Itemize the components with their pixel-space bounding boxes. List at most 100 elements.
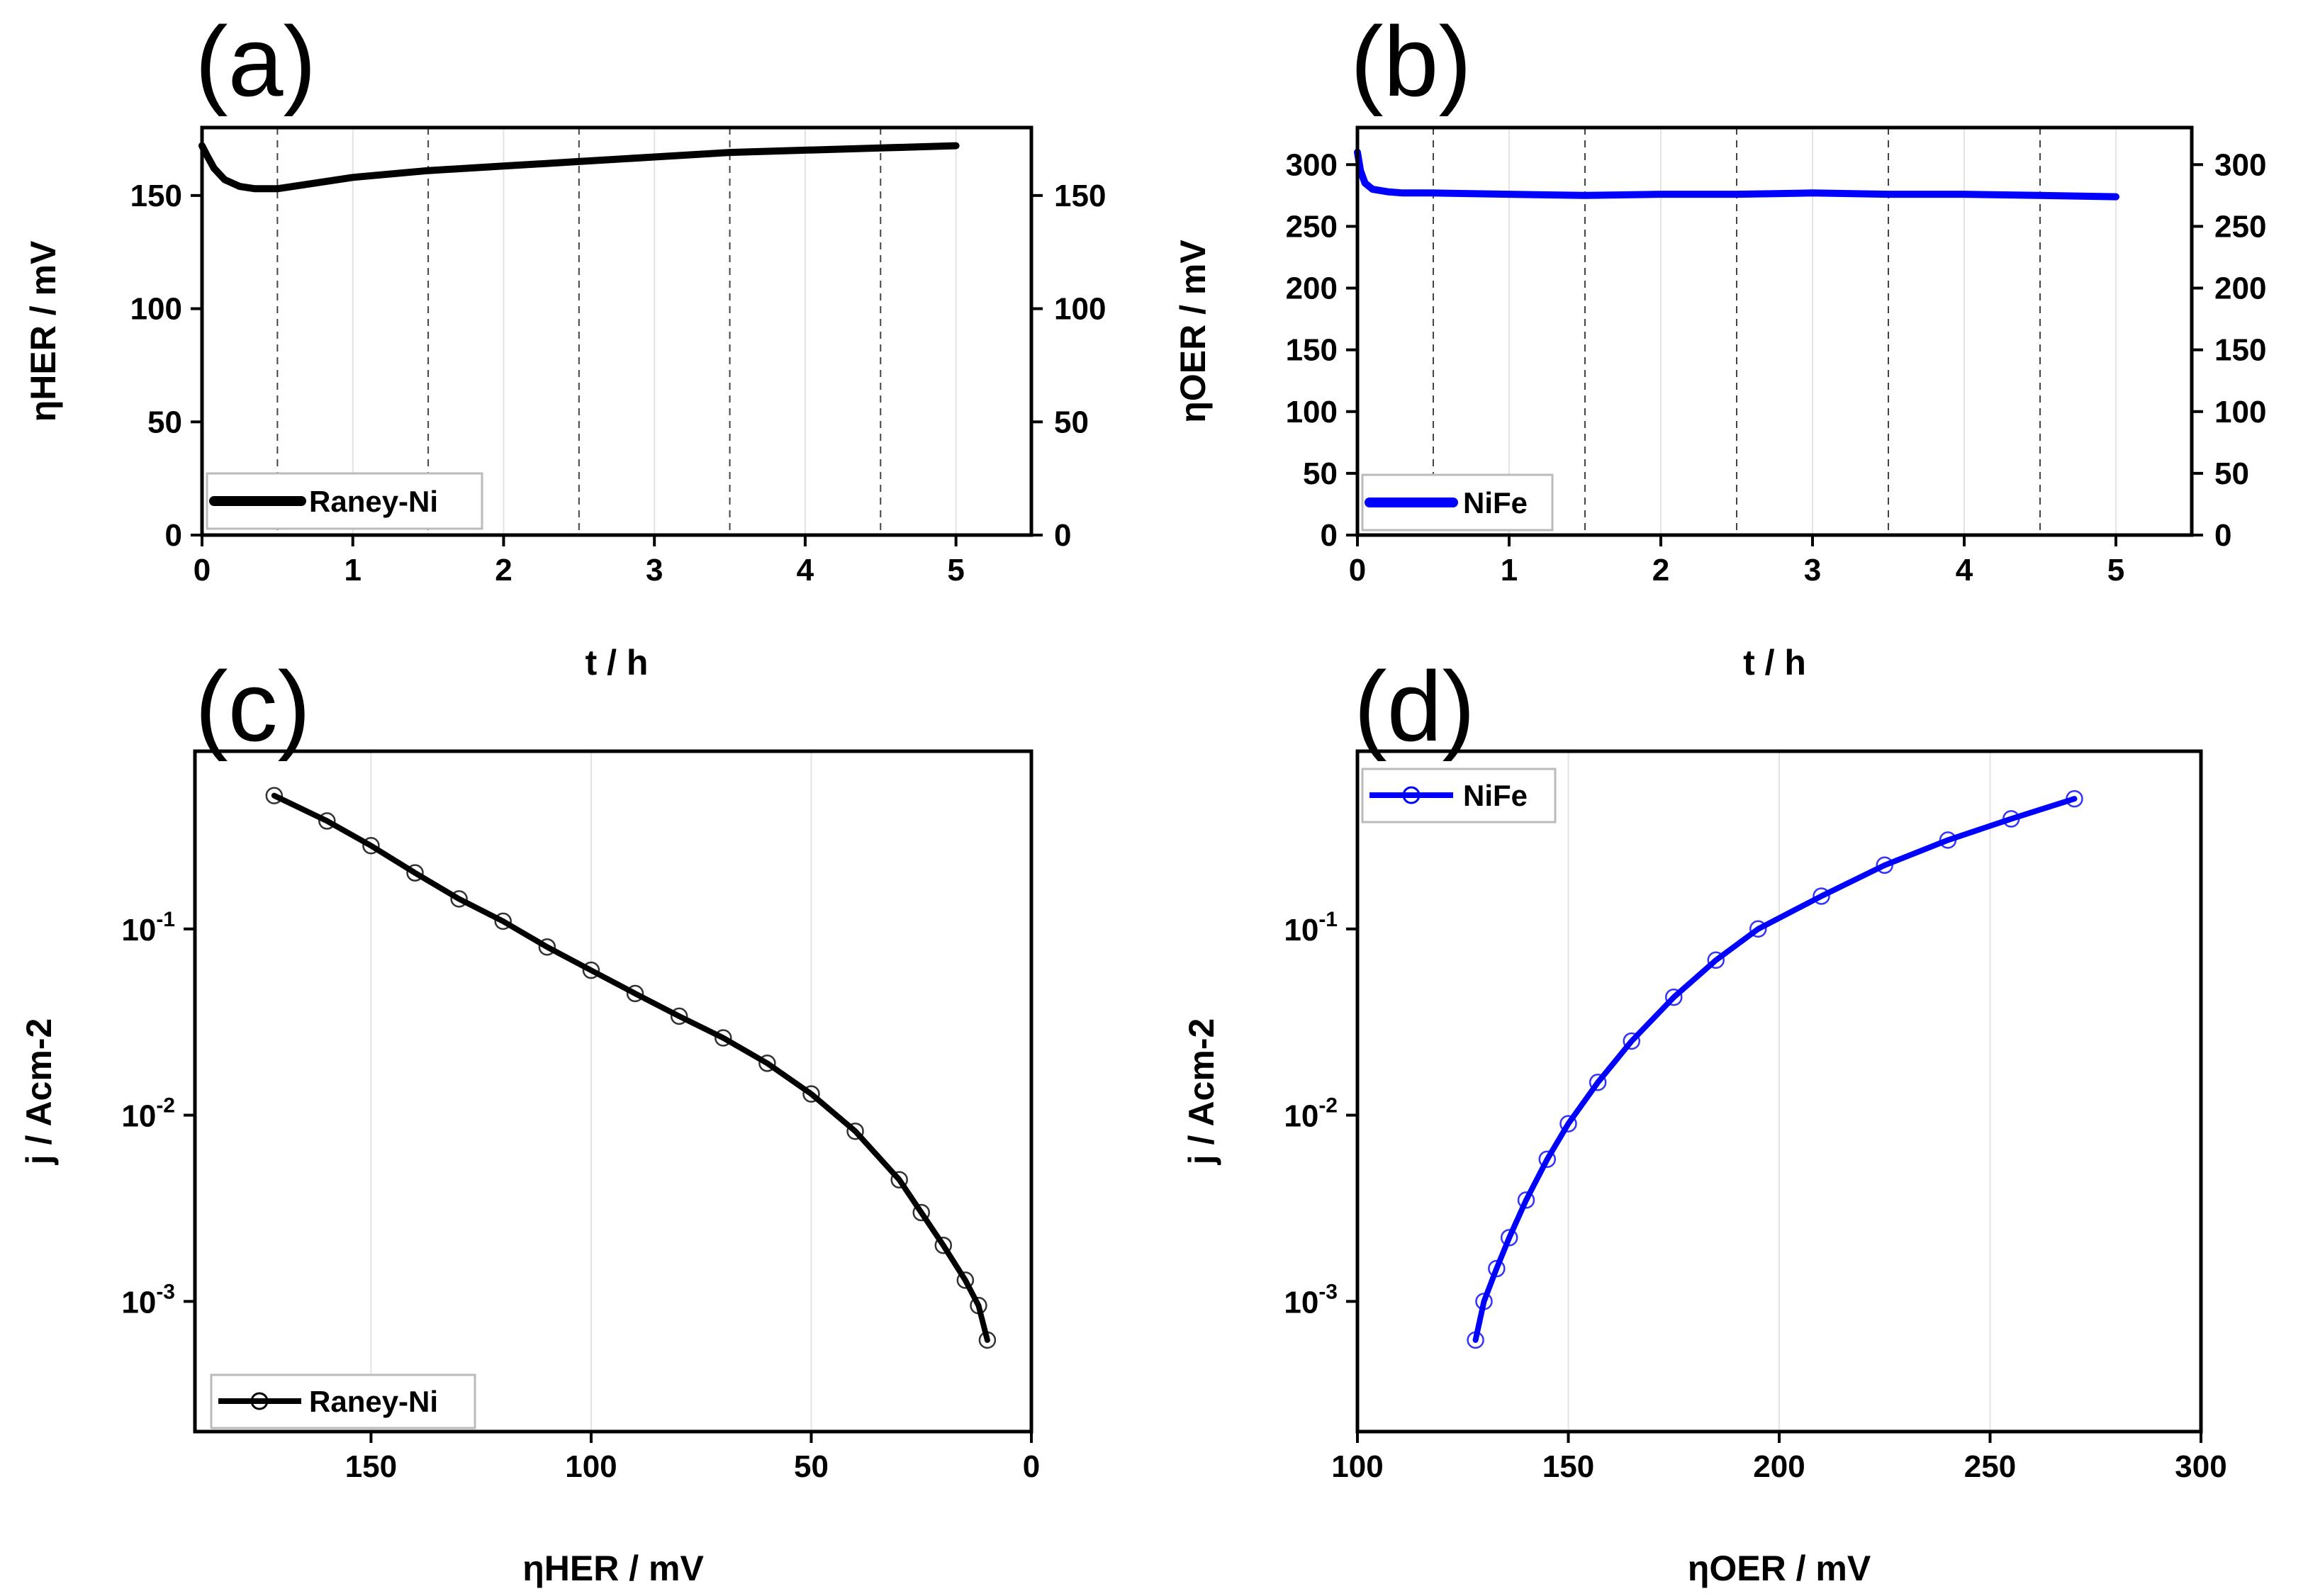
data-point — [318, 812, 336, 830]
data-point — [1589, 1074, 1607, 1091]
data-point — [670, 1007, 688, 1025]
y-tick-label-right: 200 — [2214, 271, 2266, 306]
y-tick-label: 10-3 — [1284, 1280, 1338, 1320]
x-tick-label: 0 — [194, 553, 211, 588]
data-point — [626, 984, 644, 1003]
x-tick-label: 5 — [2107, 553, 2124, 588]
x-tick-label: 100 — [1331, 1449, 1383, 1484]
y-tick-label-right: 150 — [2214, 333, 2266, 368]
data-point — [1475, 1293, 1493, 1310]
data-point — [956, 1271, 975, 1289]
x-axis-title: t / h — [1743, 643, 1806, 682]
data-point — [582, 961, 600, 979]
plot-c-frame — [193, 749, 1033, 1434]
x-tick-label: 0 — [1023, 1449, 1040, 1484]
y-tick-label-right: 100 — [2214, 395, 2266, 429]
x-tick-label: 5 — [947, 553, 964, 588]
legend-d: NiFe — [1361, 768, 1557, 824]
data-point — [1665, 988, 1683, 1006]
data-point — [450, 890, 468, 908]
y-tick-label: 50 — [1303, 456, 1338, 491]
y-tick-label: 150 — [1286, 333, 1338, 368]
legend-b: NiFe — [1361, 473, 1554, 532]
plot-a-frame — [200, 125, 1033, 537]
data-point — [1517, 1191, 1535, 1209]
y-tick-label-right: 150 — [1054, 179, 1106, 213]
data-point — [970, 1296, 987, 1315]
x-tick-label: 4 — [1956, 553, 1973, 588]
x-axis-title: ηHER / mV — [522, 1549, 704, 1588]
x-tick-label: 100 — [565, 1449, 617, 1484]
data-point — [1500, 1229, 1518, 1247]
data-point — [890, 1171, 908, 1188]
y-tick-label: 250 — [1286, 209, 1338, 244]
x-tick-label: 3 — [1804, 553, 1821, 588]
x-tick-label: 3 — [646, 553, 663, 588]
y-axis-title: ηOER / mV — [1173, 240, 1213, 423]
x-tick-label: 250 — [1964, 1449, 2016, 1484]
y-tick-label: 150 — [130, 179, 182, 213]
x-tick-label: 200 — [1753, 1449, 1805, 1484]
x-tick-label: 150 — [345, 1449, 397, 1484]
legend-d-label: NiFe — [1463, 779, 1528, 812]
y-tick-label: 300 — [1286, 147, 1338, 182]
panel-c: (c) 150 100 50 0 10-3 10-2 10-1 ηHER / mV j / Ac… — [19, 651, 1040, 1588]
y-tick-label: 10-1 — [1284, 908, 1338, 948]
data-point — [538, 938, 556, 956]
data-point — [1749, 920, 1767, 938]
x-tick-label: 4 — [797, 553, 814, 588]
y-tick-label-right: 0 — [2214, 518, 2231, 553]
y-axis-title: j / Acm-2 — [1182, 1018, 1221, 1166]
x-tick-label: 150 — [1542, 1449, 1594, 1484]
legend-c: Raney-Ni — [210, 1373, 476, 1429]
series-line-raney-ni — [271, 792, 990, 1343]
data-point — [912, 1203, 930, 1222]
data-point — [1538, 1150, 1556, 1168]
data-point — [494, 912, 512, 931]
legend-a: Raney-Ni — [206, 472, 483, 530]
legend-c-label: Raney-Ni — [309, 1385, 438, 1418]
y-axis-title: ηHER / mV — [23, 240, 63, 422]
data-point — [2002, 810, 2020, 828]
y-tick-label-right: 50 — [2214, 456, 2249, 491]
panel-label-a: (a) — [195, 6, 316, 117]
panel-label-c: (c) — [195, 651, 310, 762]
y-tick-label: 10-2 — [121, 1094, 175, 1134]
data-point — [1707, 951, 1725, 970]
legend-b-label: NiFe — [1463, 486, 1528, 519]
series-line-nife — [1354, 148, 2119, 201]
data-point — [1813, 887, 1830, 905]
data-point — [2066, 789, 2083, 808]
y-tick-label: 0 — [1321, 518, 1338, 553]
data-point — [1559, 1115, 1577, 1133]
data-point — [1488, 1259, 1506, 1278]
y-tick-label-right: 100 — [1054, 292, 1106, 327]
data-point — [1876, 856, 1893, 875]
data-point — [1467, 1331, 1484, 1349]
y-tick-label: 10-3 — [121, 1280, 175, 1320]
y-tick-label-right: 0 — [1054, 518, 1071, 553]
y-tick-label: 100 — [1286, 395, 1338, 429]
x-axis-title: ηOER / mV — [1688, 1549, 1871, 1588]
x-tick-label: 1 — [1501, 553, 1518, 588]
y-tick-label: 0 — [165, 518, 182, 553]
x-tick-label: 1 — [344, 553, 361, 588]
data-point — [362, 837, 380, 855]
y-tick-label-right: 300 — [2214, 147, 2266, 182]
data-point — [934, 1236, 953, 1254]
data-point — [406, 864, 424, 882]
x-tick-label: 2 — [495, 553, 512, 588]
series-line-raney-ni — [198, 142, 960, 193]
y-tick-label: 50 — [147, 405, 182, 439]
plot-b-frame — [1355, 125, 2194, 537]
series-line-nife — [1472, 796, 2078, 1343]
y-tick-label: 10-2 — [1284, 1094, 1338, 1134]
data-point — [715, 1029, 732, 1047]
y-tick-label-right: 50 — [1054, 405, 1089, 439]
y-tick-label: 10-1 — [121, 908, 175, 948]
y-tick-label: 200 — [1286, 271, 1338, 306]
panel-label-b: (b) — [1350, 6, 1472, 117]
y-tick-label: 100 — [130, 292, 182, 327]
y-axis-title: j / Acm-2 — [19, 1018, 59, 1166]
